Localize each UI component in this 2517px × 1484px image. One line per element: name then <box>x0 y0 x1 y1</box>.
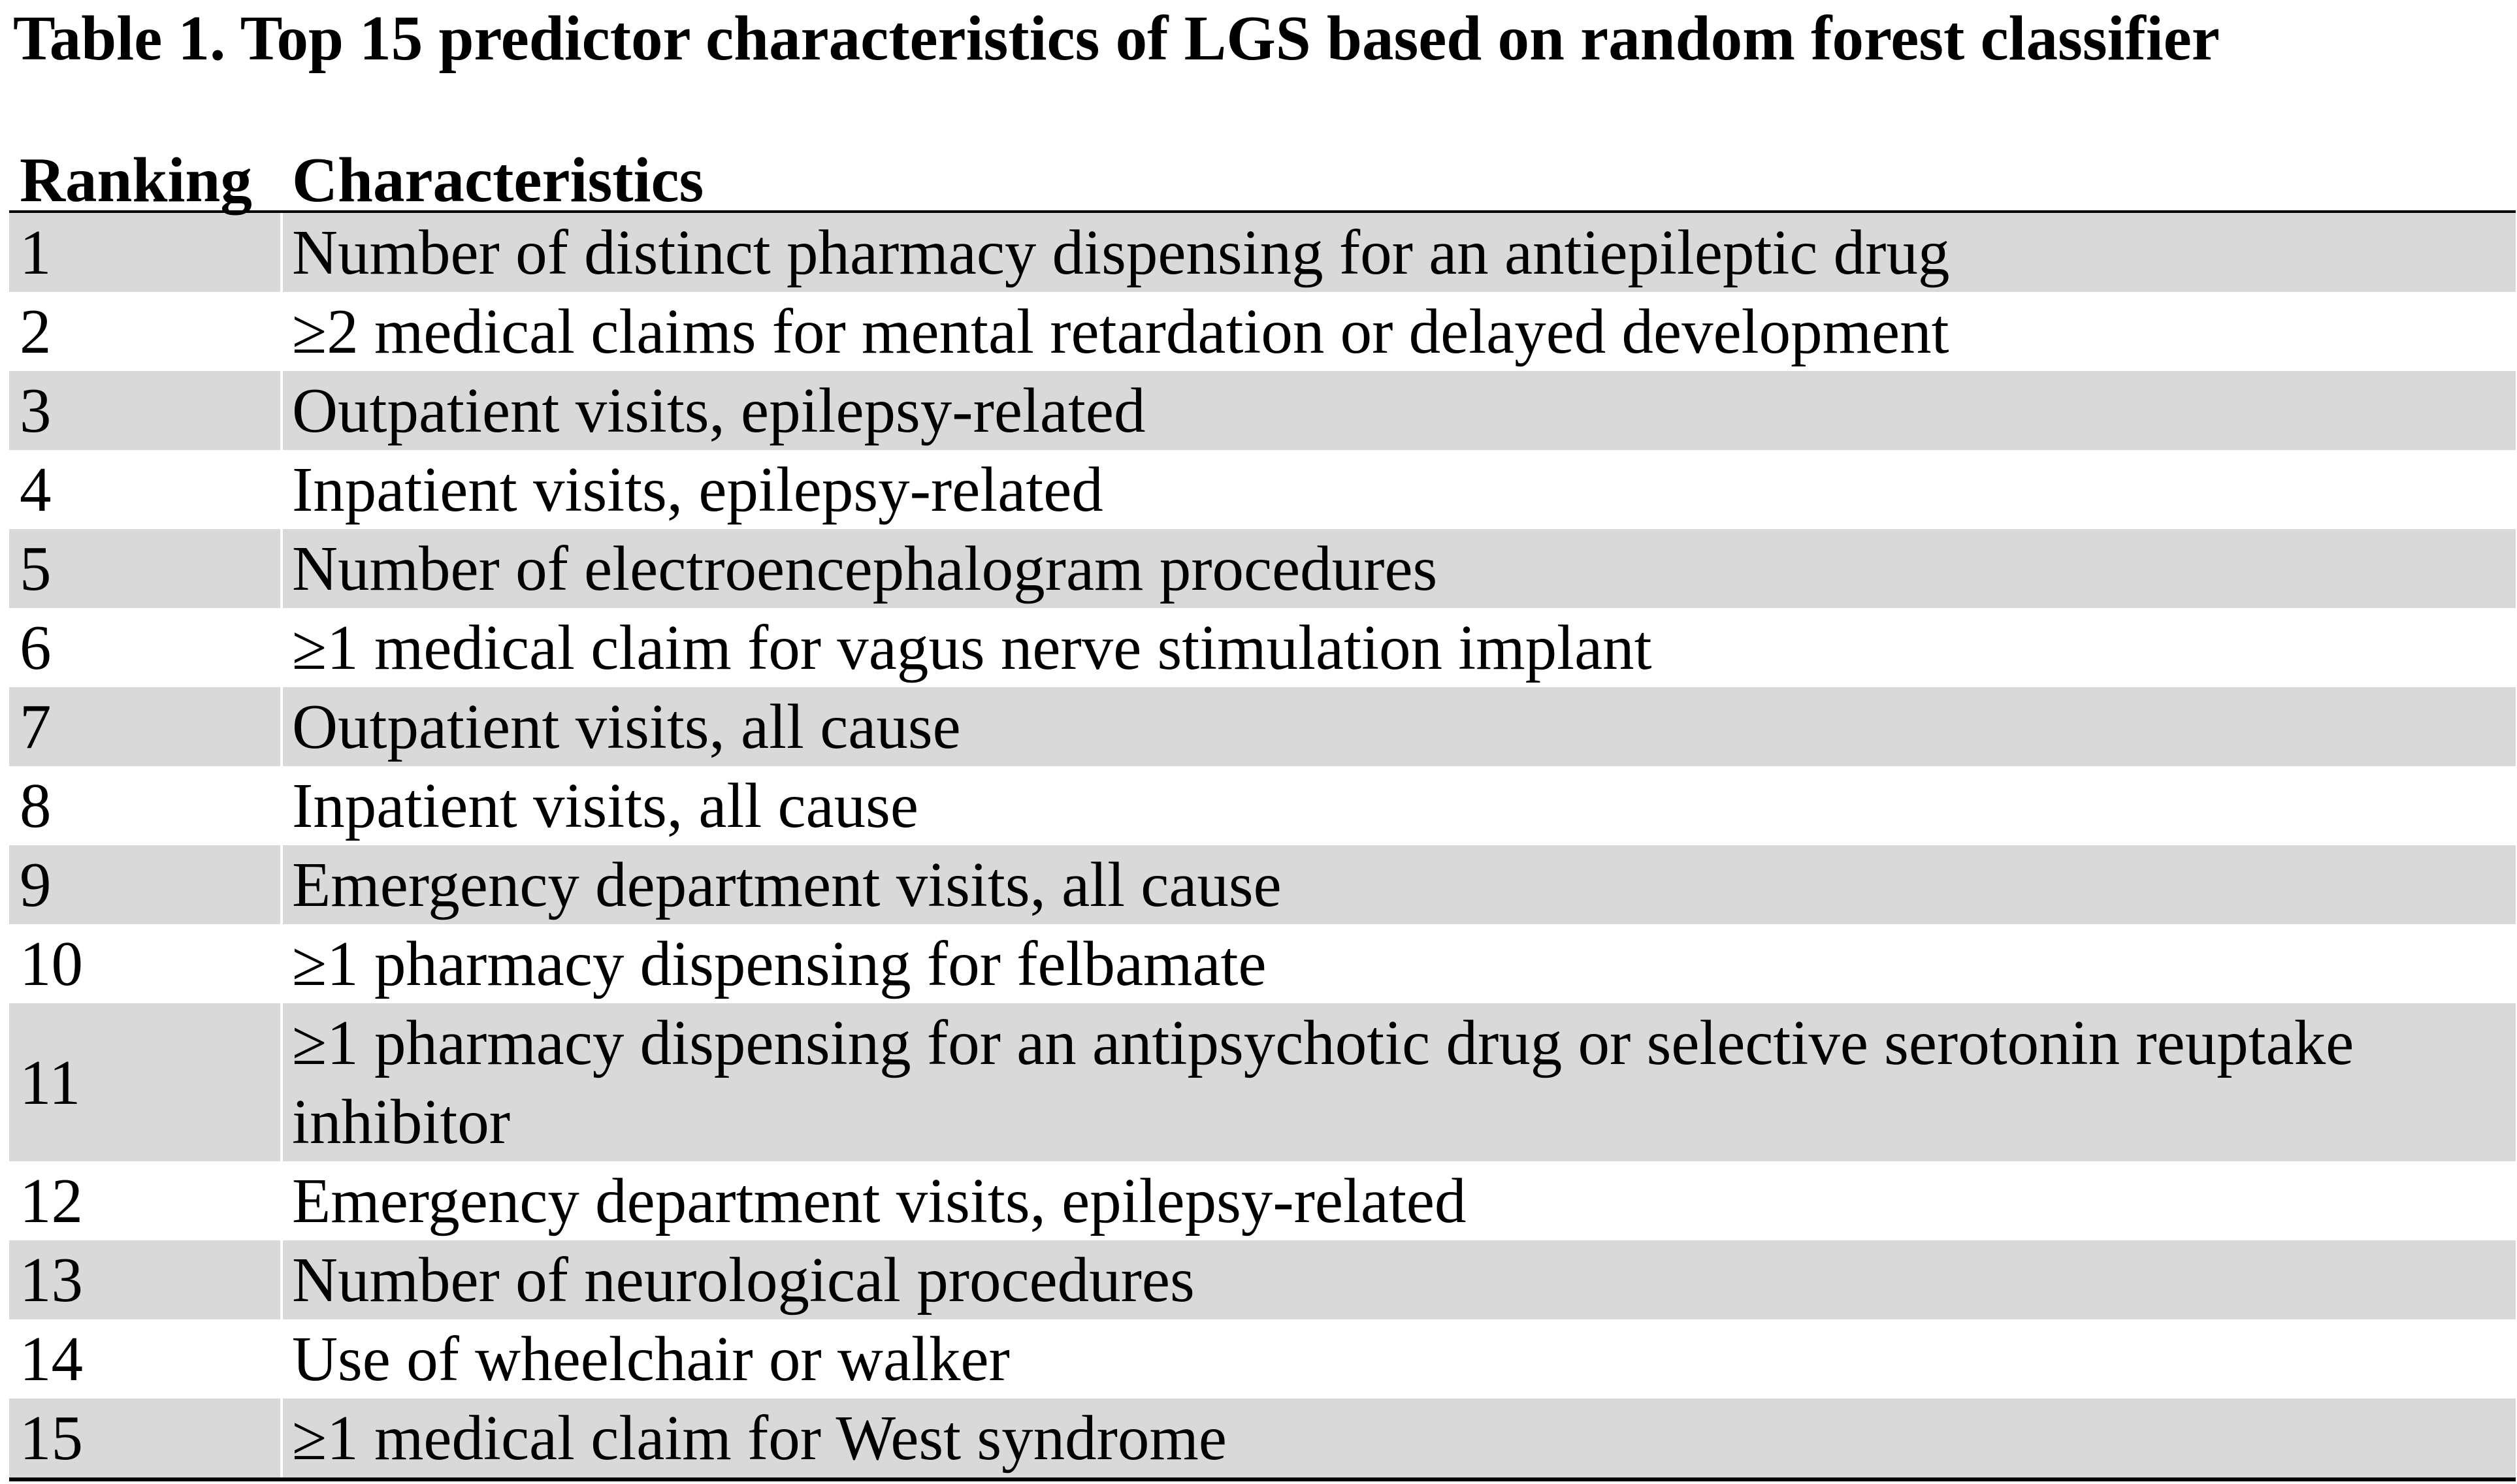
table-row: 7 Outpatient visits, all cause <box>9 687 2516 766</box>
table-header-row: Ranking Characteristics <box>9 148 2516 213</box>
ranking-cell: 12 <box>9 1161 283 1240</box>
characteristic-cell: ≥1 pharmacy dispensing for felbamate <box>292 929 1267 999</box>
table-row: 4 Inpatient visits, epilepsy-related <box>9 450 2516 529</box>
table-row: 6 ≥1 medical claim for vagus nerve stimul… <box>9 608 2516 687</box>
table-row: 13 Number of neurological procedures <box>9 1240 2516 1319</box>
ranking-cell: 10 <box>9 924 283 1003</box>
ranking-cell: 2 <box>9 292 283 371</box>
table-body: 1 Number of distinct pharmacy dispensing … <box>9 213 2516 1481</box>
ranking-cell: 1 <box>9 213 283 292</box>
table-row: 5 Number of electroencephalogram procedur… <box>9 529 2516 608</box>
characteristic-cell: Number of electroencephalogram procedure… <box>292 534 1438 604</box>
table-title: Table 1. Top 15 predictor characteristic… <box>13 3 2220 73</box>
ranking-cell: 8 <box>9 766 283 845</box>
characteristic-cell: Inpatient visits, epilepsy-related <box>292 455 1103 524</box>
ranking-cell: 4 <box>9 450 283 529</box>
ranking-cell: 15 <box>9 1398 283 1477</box>
column-header-characteristics: Characteristics <box>292 145 704 215</box>
ranking-cell: 7 <box>9 687 283 766</box>
characteristic-cell: ≥2 medical claims for mental retardation… <box>292 297 1949 366</box>
characteristic-cell: ≥1 pharmacy dispensing for an antipsycho… <box>292 1008 2354 1157</box>
ranking-cell: 9 <box>9 845 283 924</box>
ranking-cell: 14 <box>9 1319 283 1398</box>
predictors-table: Ranking Characteristics 1 Number of disti… <box>9 148 2516 1481</box>
table-row: 9 Emergency department visits, all cause <box>9 845 2516 924</box>
column-header-ranking: Ranking <box>20 145 252 215</box>
characteristic-cell: ≥1 medical claim for vagus nerve stimula… <box>292 613 1652 683</box>
table-row: 8 Inpatient visits, all cause <box>9 766 2516 845</box>
table-row: 11 ≥1 pharmacy dispensing for an antipsyc… <box>9 1003 2516 1161</box>
characteristic-cell: Inpatient visits, all cause <box>292 771 918 841</box>
characteristic-cell: Outpatient visits, all cause <box>292 692 961 762</box>
table-row: 10 ≥1 pharmacy dispensing for felbamate <box>9 924 2516 1003</box>
ranking-cell: 6 <box>9 608 283 687</box>
characteristic-cell: Use of wheelchair or walker <box>292 1324 1010 1394</box>
table-row: 14 Use of wheelchair or walker <box>9 1319 2516 1398</box>
characteristic-cell: Number of distinct pharmacy dispensing f… <box>292 218 1950 287</box>
table-row: 3 Outpatient visits, epilepsy-related <box>9 371 2516 450</box>
characteristic-cell: Number of neurological procedures <box>292 1245 1195 1315</box>
ranking-cell: 11 <box>9 1003 283 1161</box>
table-row: 2 ≥2 medical claims for mental retardatio… <box>9 292 2516 371</box>
table-row: 15 ≥1 medical claim for West syndrome <box>9 1398 2516 1477</box>
table-row: 1 Number of distinct pharmacy dispensing … <box>9 213 2516 292</box>
ranking-cell: 3 <box>9 371 283 450</box>
characteristic-cell: Outpatient visits, epilepsy-related <box>292 376 1146 445</box>
characteristic-cell: Emergency department visits, epilepsy-re… <box>292 1166 1467 1236</box>
table-row: 12 Emergency department visits, epilepsy-… <box>9 1161 2516 1240</box>
ranking-cell: 13 <box>9 1240 283 1319</box>
characteristic-cell: Emergency department visits, all cause <box>292 850 1282 920</box>
characteristic-cell: ≥1 medical claim for West syndrome <box>292 1403 1227 1473</box>
ranking-cell: 5 <box>9 529 283 608</box>
